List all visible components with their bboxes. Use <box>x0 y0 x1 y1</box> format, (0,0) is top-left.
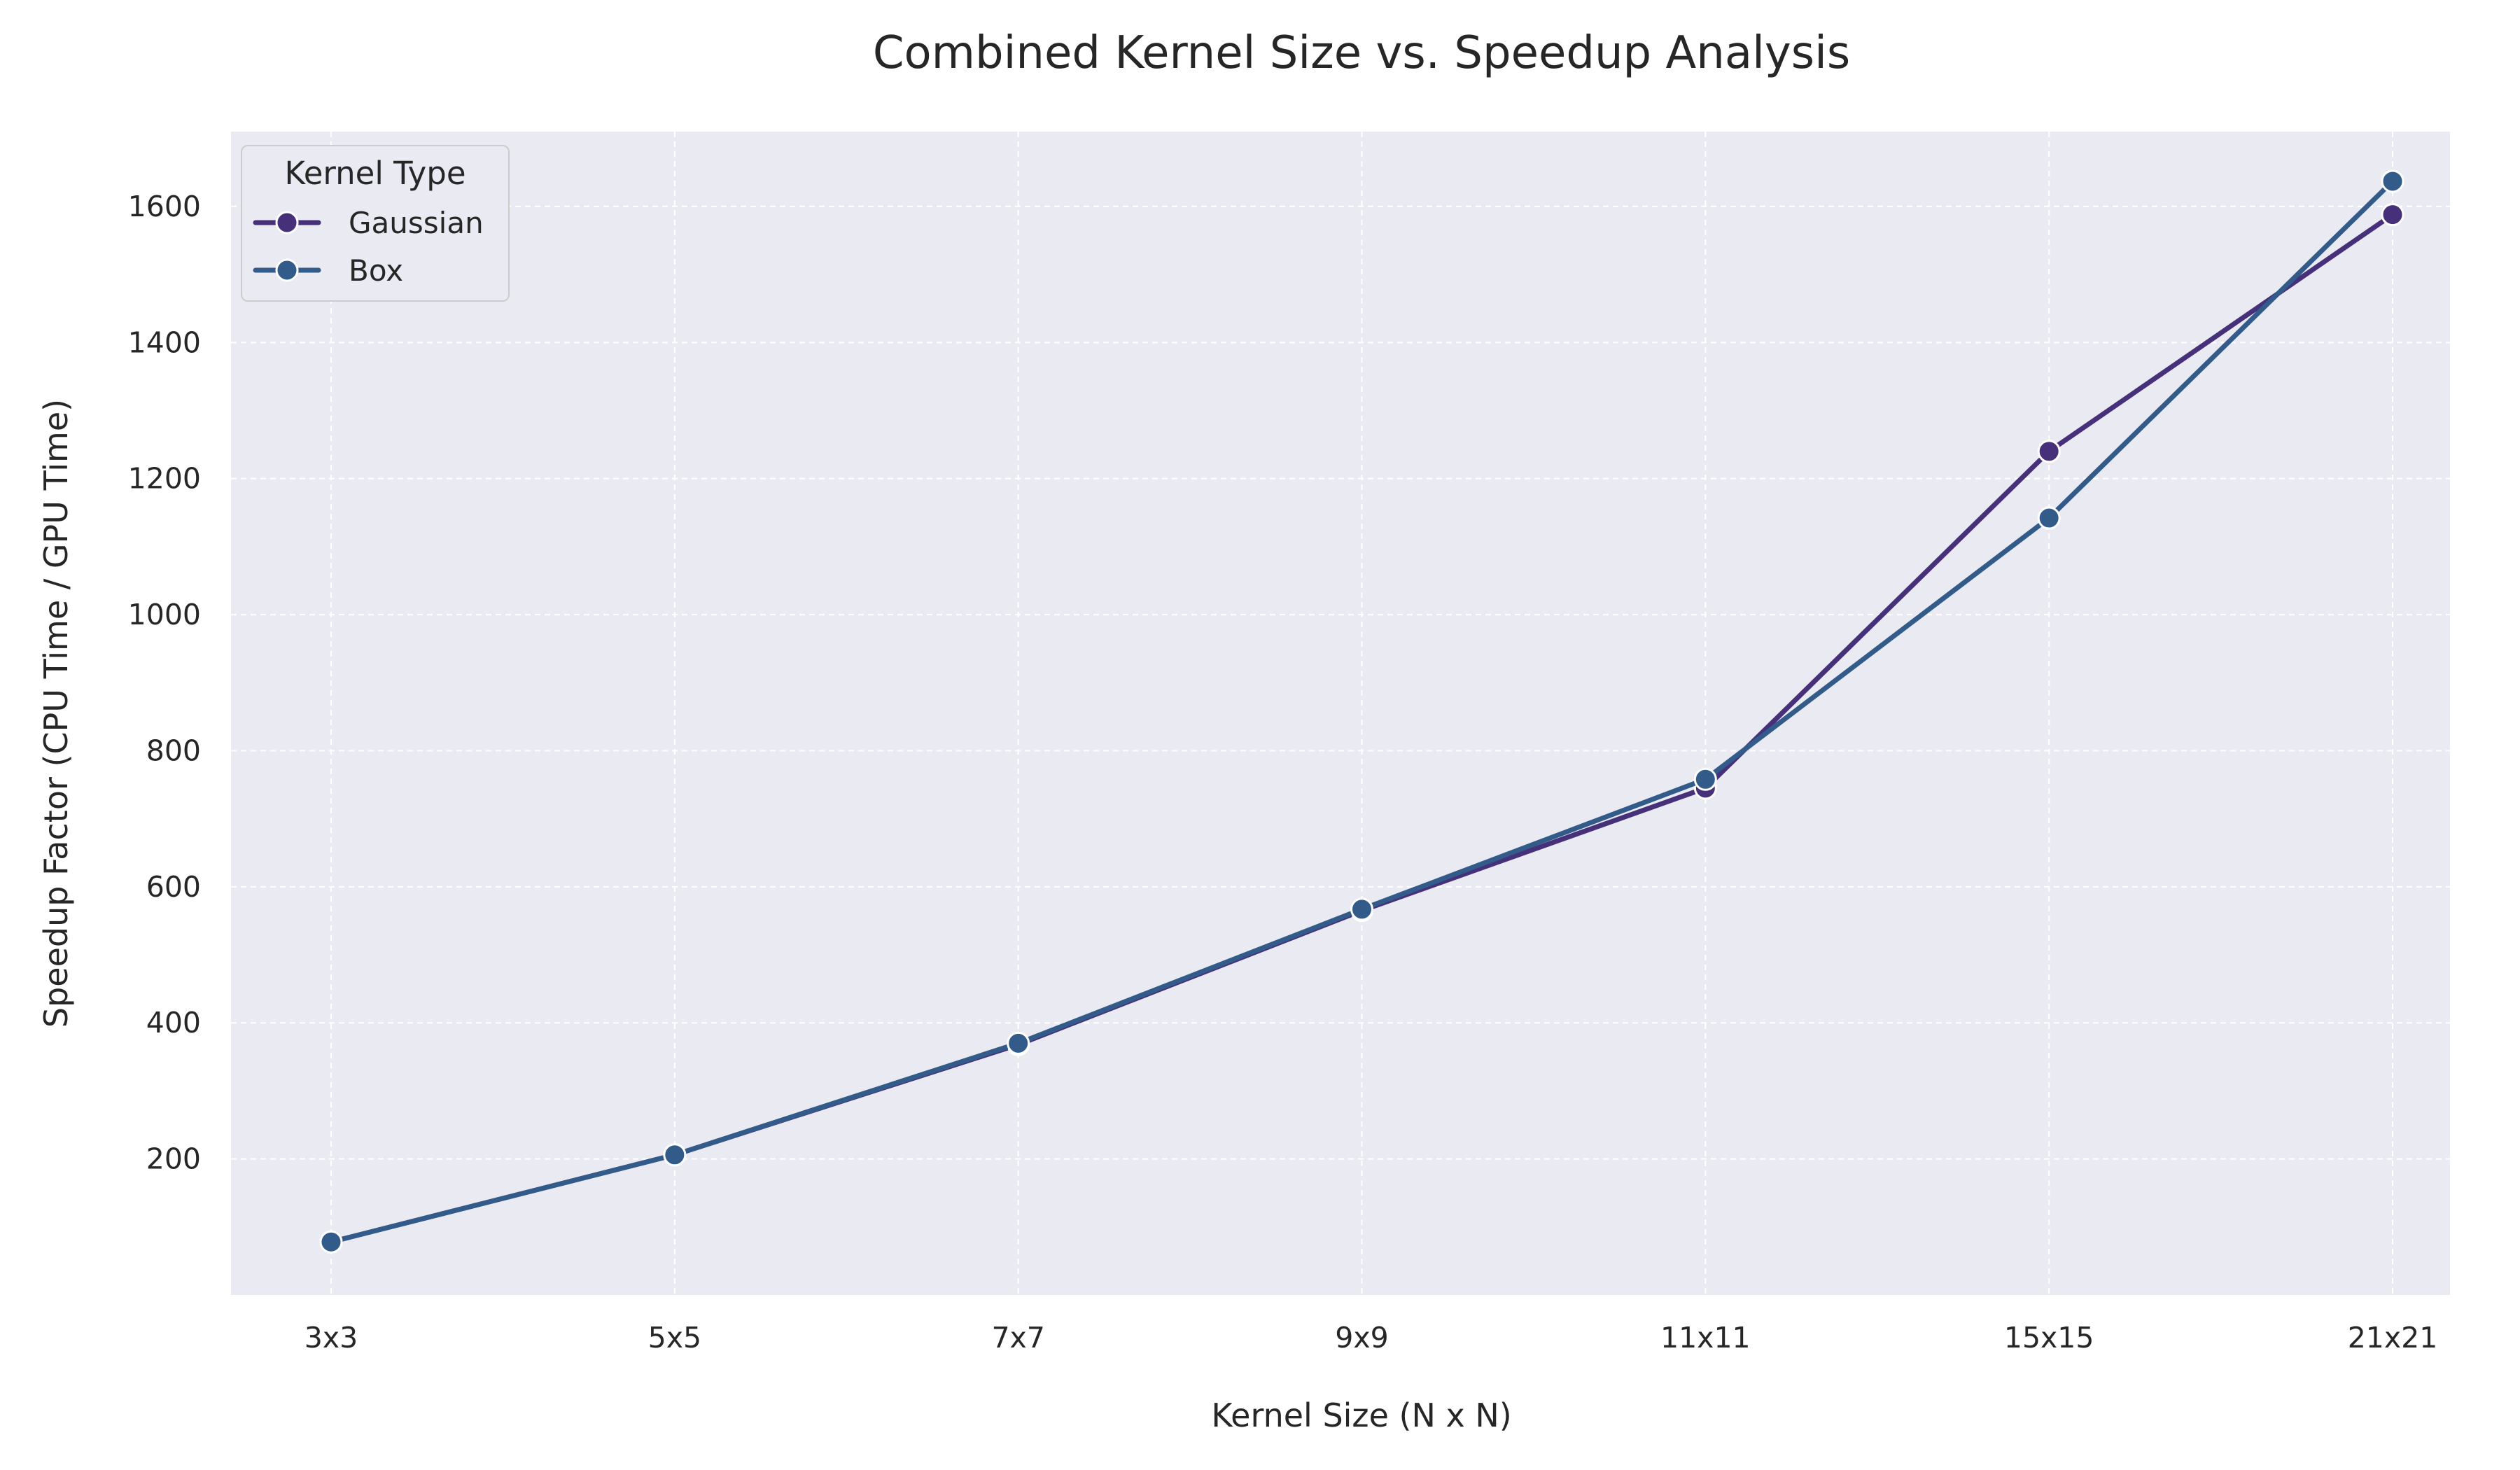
x-tick-label: 7x7 <box>991 1321 1044 1354</box>
x-tick-label: 15x15 <box>2004 1321 2094 1354</box>
plot-background <box>231 132 2450 1295</box>
chart-title: Combined Kernel Size vs. Speedup Analysi… <box>873 27 1850 79</box>
data-point-gaussian <box>2381 203 2404 227</box>
legend-title: Kernel Type <box>284 155 465 192</box>
data-point-box <box>663 1143 687 1167</box>
data-point-box <box>1007 1031 1030 1055</box>
y-tick-label: 600 <box>146 870 201 904</box>
legend-items: Gaussian Box <box>253 206 484 288</box>
x-tick-label: 9x9 <box>1335 1321 1388 1354</box>
y-tick-label: 1400 <box>128 326 201 359</box>
y-tick-label: 1200 <box>128 462 201 496</box>
data-point-box <box>2037 506 2061 530</box>
x-tick-label: 5x5 <box>648 1321 701 1354</box>
y-tick-label: 200 <box>146 1142 201 1176</box>
x-axis-label: Kernel Size (N x N) <box>1211 1396 1511 1434</box>
legend-label-gaussian: Gaussian <box>349 206 484 240</box>
y-axis-ticks: 200 400 600 800 1000 1200 1400 1600 <box>128 190 201 1176</box>
data-point-box <box>1693 767 1717 791</box>
x-tick-label: 3x3 <box>304 1321 358 1354</box>
grid-lines <box>231 132 2450 1295</box>
data-point-box <box>319 1230 343 1254</box>
x-tick-label: 21x21 <box>2348 1321 2438 1354</box>
x-axis-ticks: 3x3 5x5 7x7 9x9 11x11 15x15 21x21 <box>304 1321 2438 1354</box>
y-tick-label: 1600 <box>128 190 201 223</box>
y-tick-label: 1000 <box>128 598 201 631</box>
legend-marker-gaussian <box>275 211 299 234</box>
legend-label-box: Box <box>349 253 403 288</box>
plot-area <box>231 132 2450 1295</box>
data-point-box <box>2381 169 2404 193</box>
series-box <box>319 169 2404 1254</box>
legend-box <box>241 145 510 302</box>
y-tick-label: 400 <box>146 1006 201 1040</box>
legend-marker-box <box>275 258 299 282</box>
x-tick-label: 11x11 <box>1660 1321 1751 1354</box>
data-point-gaussian <box>2037 440 2061 463</box>
data-series <box>319 169 2404 1254</box>
y-axis-label: Speedup Factor (CPU Time / GPU Time) <box>37 399 75 1028</box>
data-point-box <box>1350 897 1373 921</box>
legend: Kernel Type Gaussian Box <box>241 145 510 302</box>
y-tick-label: 800 <box>146 734 201 767</box>
